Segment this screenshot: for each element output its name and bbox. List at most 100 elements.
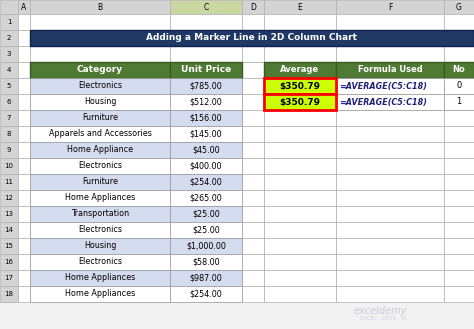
Bar <box>444 110 474 126</box>
Bar <box>170 110 242 126</box>
Bar <box>0 238 18 254</box>
Bar <box>0 14 18 30</box>
Bar <box>242 110 264 126</box>
Text: 18: 18 <box>4 291 13 297</box>
Bar <box>264 94 336 110</box>
Bar <box>30 0 170 14</box>
Bar <box>18 46 30 62</box>
Bar <box>18 286 30 302</box>
Bar <box>264 174 336 190</box>
Text: 8: 8 <box>7 131 11 137</box>
Text: 1: 1 <box>7 19 11 25</box>
Bar <box>264 30 336 46</box>
Text: Furniture: Furniture <box>82 114 118 122</box>
Bar <box>336 158 444 174</box>
Bar <box>170 254 242 270</box>
Text: $512.00: $512.00 <box>190 97 222 107</box>
Text: 3: 3 <box>7 51 11 57</box>
Text: 2: 2 <box>7 35 11 41</box>
Bar <box>336 126 444 142</box>
Text: A: A <box>21 3 27 12</box>
Bar <box>170 190 242 206</box>
Bar <box>0 0 18 14</box>
Bar <box>336 222 444 238</box>
Text: 17: 17 <box>4 275 13 281</box>
Text: Electronics: Electronics <box>78 258 122 266</box>
Text: Electronics: Electronics <box>78 162 122 170</box>
Bar <box>444 14 474 30</box>
Text: Home Appliance: Home Appliance <box>67 145 133 155</box>
Text: Housing: Housing <box>84 97 116 107</box>
Bar <box>170 30 242 46</box>
Bar <box>264 142 336 158</box>
Bar <box>264 62 336 78</box>
Bar <box>30 222 170 238</box>
Bar <box>336 238 444 254</box>
Bar <box>336 30 444 46</box>
Text: Electronics: Electronics <box>78 82 122 90</box>
Text: $987.00: $987.00 <box>190 273 222 283</box>
Bar <box>30 46 170 62</box>
Bar <box>170 286 242 302</box>
Bar <box>444 254 474 270</box>
Text: $145.00: $145.00 <box>190 130 222 139</box>
Bar <box>18 78 30 94</box>
Bar <box>170 94 242 110</box>
Bar <box>242 0 264 14</box>
Text: Furniture: Furniture <box>82 178 118 187</box>
Bar <box>170 142 242 158</box>
Text: $25.00: $25.00 <box>192 225 220 235</box>
Bar <box>0 62 18 78</box>
Text: Category: Category <box>77 65 123 74</box>
Bar <box>444 286 474 302</box>
Bar <box>0 270 18 286</box>
Bar <box>336 0 444 14</box>
Bar <box>170 94 242 110</box>
Bar <box>18 270 30 286</box>
Bar <box>444 62 474 78</box>
Bar <box>264 110 336 126</box>
Text: Home Appliances: Home Appliances <box>65 290 135 298</box>
Bar <box>30 78 170 94</box>
Bar <box>18 190 30 206</box>
Bar <box>18 126 30 142</box>
Bar <box>0 222 18 238</box>
Text: $350.79: $350.79 <box>280 97 320 107</box>
Bar <box>30 62 170 78</box>
Bar <box>170 190 242 206</box>
Bar <box>264 46 336 62</box>
Text: 7: 7 <box>7 115 11 121</box>
Text: 10: 10 <box>4 163 13 169</box>
Bar <box>170 254 242 270</box>
Bar <box>30 30 170 46</box>
Bar <box>170 222 242 238</box>
Bar <box>444 78 474 94</box>
Bar <box>170 238 242 254</box>
Bar <box>264 14 336 30</box>
Bar <box>336 270 444 286</box>
Bar <box>444 0 474 14</box>
Bar <box>0 190 18 206</box>
Text: $45.00: $45.00 <box>192 145 220 155</box>
Text: B: B <box>98 3 102 12</box>
Bar <box>242 126 264 142</box>
Bar <box>336 46 444 62</box>
Text: 14: 14 <box>5 227 13 233</box>
Text: 13: 13 <box>4 211 13 217</box>
Bar <box>18 62 30 78</box>
Bar <box>264 286 336 302</box>
Bar <box>336 62 444 78</box>
Bar <box>242 206 264 222</box>
Bar <box>170 142 242 158</box>
Bar <box>18 254 30 270</box>
Bar <box>242 174 264 190</box>
Bar <box>18 30 30 46</box>
Bar <box>18 14 30 30</box>
Bar <box>444 190 474 206</box>
Bar <box>444 78 474 94</box>
Text: $1,000.00: $1,000.00 <box>186 241 226 250</box>
Text: Home Appliances: Home Appliances <box>65 273 135 283</box>
Text: Housing: Housing <box>84 241 116 250</box>
Bar <box>444 142 474 158</box>
Bar <box>336 206 444 222</box>
